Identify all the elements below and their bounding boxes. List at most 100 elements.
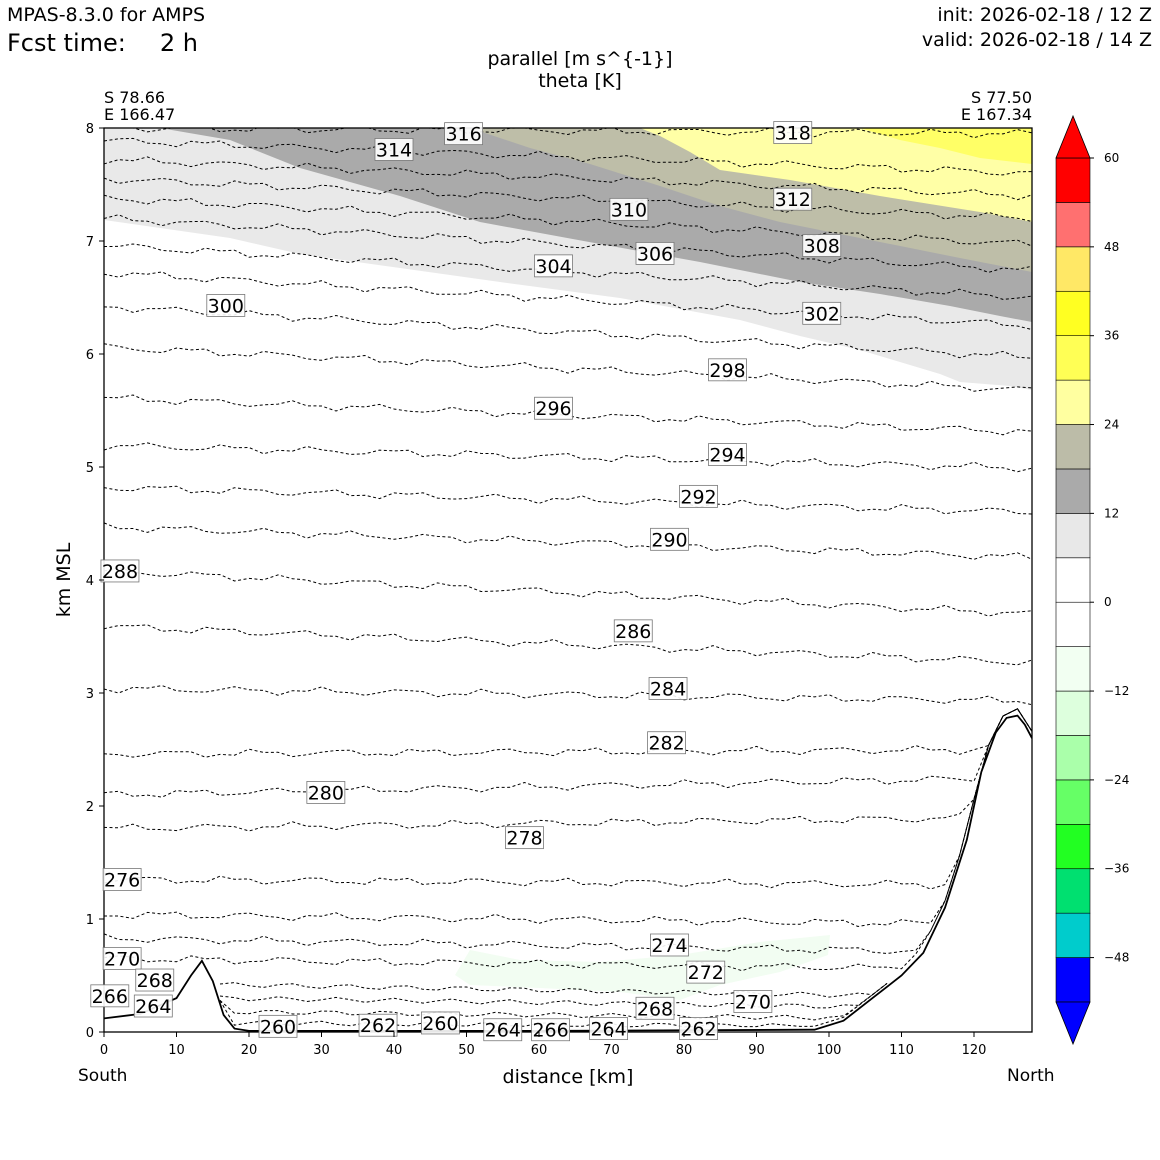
theta-label: 286 <box>613 619 653 643</box>
theta-label-box <box>102 947 142 970</box>
theta-label-box <box>374 138 414 161</box>
start-lat: S 78.66 <box>104 88 166 107</box>
theta-label-box <box>708 358 747 382</box>
terrain-line <box>104 714 1032 1032</box>
colorbar-segment <box>1055 202 1091 248</box>
theta-line-low <box>219 983 888 1009</box>
theta-label: 270 <box>733 990 773 1013</box>
theta-label: 284 <box>648 677 688 700</box>
colorbar-segment <box>1055 335 1091 381</box>
theta-label: 260 <box>420 1011 460 1035</box>
theta-label-box <box>534 396 573 420</box>
theta-label: 306 <box>635 242 675 265</box>
theta-label-box <box>444 122 484 146</box>
valid-time: valid: 2026-02-18 / 14 Z <box>921 29 1152 51</box>
theta-label: 296 <box>534 396 573 420</box>
theta-label-box <box>306 781 346 804</box>
theta-label: 266 <box>90 984 130 1008</box>
theta-label: 264 <box>133 994 173 1018</box>
colorbar-segment <box>1055 513 1091 559</box>
theta-line-272 <box>104 708 1032 955</box>
theta-label-box <box>258 1014 298 1038</box>
theta-line-298 <box>104 343 1032 392</box>
colorbar-tick-label: 12 <box>1104 506 1119 520</box>
colorbar-tick-label: 36 <box>1104 329 1119 343</box>
y-tick-label: 3 <box>86 687 94 702</box>
theta-line-316 <box>118 128 1032 139</box>
colorbar-segment <box>1055 424 1091 470</box>
forecast-time: Fcst time: 2 h <box>7 29 198 57</box>
x-tick-label: 70 <box>603 1043 620 1058</box>
theta-label-text: 266 <box>92 986 128 1008</box>
theta-label-box <box>589 1017 628 1041</box>
theta-label-text: 260 <box>260 1016 296 1038</box>
theta-label: 274 <box>650 933 689 957</box>
theta-label: 280 <box>306 781 346 804</box>
theta-label-box <box>531 1018 570 1042</box>
theta-label-text: 278 <box>506 828 542 850</box>
theta-line-low <box>219 982 888 998</box>
colorbar-segment <box>1055 735 1091 781</box>
theta-label-box <box>613 619 653 643</box>
theta-label-text: 292 <box>680 486 716 508</box>
theta-label: 310 <box>609 197 649 221</box>
x-tick-label: 110 <box>889 1043 914 1058</box>
theta-label-text: 274 <box>651 935 687 957</box>
theta-label-box <box>635 996 675 1020</box>
theta-line-low <box>219 983 888 1028</box>
theta-label: 268 <box>135 968 175 992</box>
colorbar-segment <box>1055 157 1091 203</box>
colorbar-tick-label: −24 <box>1104 773 1129 787</box>
x-tick-label: 80 <box>676 1043 693 1058</box>
theta-label-text: 264 <box>135 996 171 1018</box>
theta-label: 292 <box>679 484 718 508</box>
colorbar-tick-label: −12 <box>1104 684 1129 698</box>
colorbar-tick-label: 48 <box>1104 240 1119 254</box>
theta-label-box <box>773 187 813 211</box>
theta-label: 314 <box>374 138 414 161</box>
theta-label-text: 318 <box>775 123 811 145</box>
colorbar-segment <box>1055 246 1091 292</box>
x-tick-label: 120 <box>962 1043 987 1058</box>
x-tick-label: 50 <box>458 1043 475 1058</box>
theta-label-text: 284 <box>650 678 686 700</box>
theta-label-box <box>420 1011 460 1035</box>
theta-line-294 <box>104 442 1032 473</box>
colorbar: −48 −36 −24 −12 0 12 24 36 48 60 <box>1055 114 1129 1046</box>
theta-label: 318 <box>773 121 813 145</box>
theta-line-310 <box>104 177 1032 222</box>
theta-label-text: 298 <box>709 360 745 382</box>
theta-line-278 <box>104 708 1032 832</box>
fill-30-36 <box>860 128 1032 164</box>
theta-label-text: 280 <box>308 782 344 804</box>
init-time: init: 2026-02-18 / 12 Z <box>937 4 1152 26</box>
theta-label-box <box>90 984 130 1008</box>
theta-line-308 <box>104 194 1032 247</box>
y-tick-label: 2 <box>86 800 94 815</box>
theta-label-text: 270 <box>104 949 140 971</box>
theta-labels: 316 318 314 310 312 306 308 304 300 302 298 296 294 2… <box>90 121 842 1042</box>
y-tick-label: 8 <box>86 122 94 137</box>
theta-label-text: 302 <box>804 303 840 325</box>
theta-label: 308 <box>802 234 842 258</box>
theta-label-box <box>686 960 726 984</box>
theta-label-box <box>647 731 686 755</box>
theta-label-text: 290 <box>651 529 687 551</box>
theta-label: 278 <box>505 826 544 850</box>
colorbar-segment <box>1055 912 1091 958</box>
colorbar-extend-low <box>1055 1001 1091 1046</box>
theta-label: 262 <box>358 1013 398 1037</box>
theta-label-text: 308 <box>804 236 840 258</box>
theta-label-text: 262 <box>360 1015 396 1037</box>
x-tick-label: 20 <box>241 1043 258 1058</box>
theta-label-text: 314 <box>376 139 412 161</box>
terrain-fill <box>104 715 1032 1032</box>
x-tick-label: 90 <box>748 1043 765 1058</box>
theta-label-box <box>635 242 675 265</box>
colorbar-tick-label: 0 <box>1104 595 1112 609</box>
colorbar-tick-label: 60 <box>1104 151 1119 165</box>
forecast-time-value: 2 h <box>159 29 198 57</box>
theta-label-text: 288 <box>102 561 138 583</box>
x-tick-label: 10 <box>168 1043 185 1058</box>
theta-label-box <box>609 197 649 221</box>
